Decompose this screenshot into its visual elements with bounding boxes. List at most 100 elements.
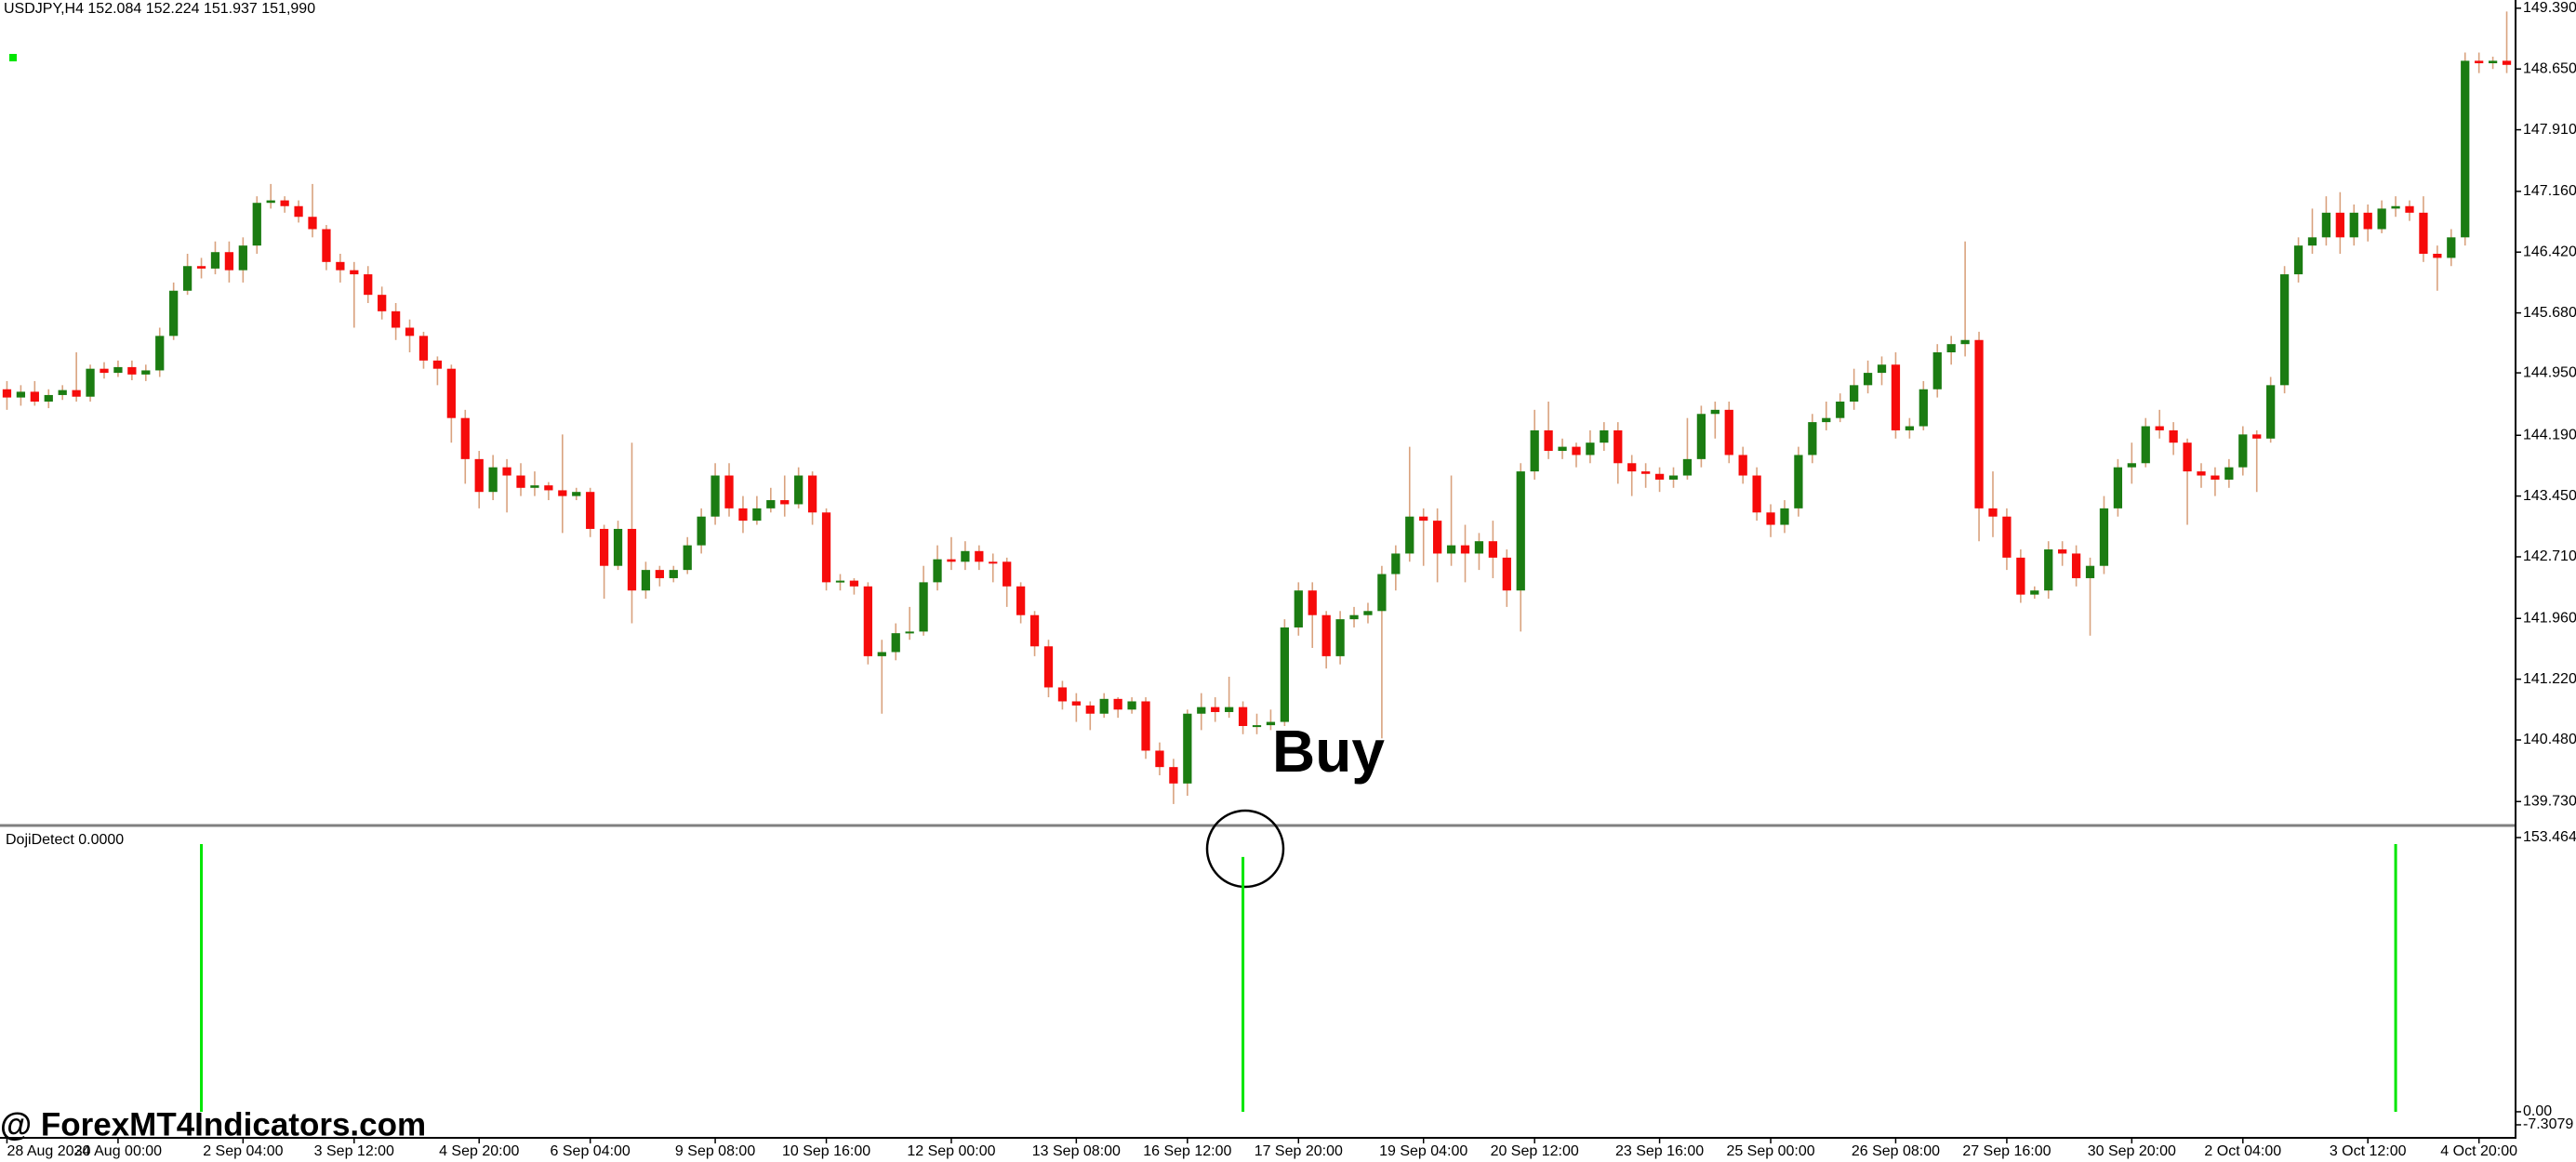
candle-body bbox=[697, 516, 706, 546]
candle-body bbox=[1850, 385, 1859, 403]
candle-body bbox=[1099, 698, 1109, 714]
candle-body bbox=[1668, 475, 1679, 480]
candle-body bbox=[336, 261, 345, 271]
candle-body bbox=[2058, 549, 2067, 554]
x-tick-label: 2 Oct 04:00 bbox=[2204, 1143, 2281, 1159]
candle-body bbox=[1141, 701, 1150, 751]
candle-body bbox=[2502, 60, 2512, 65]
candle-body bbox=[432, 360, 443, 369]
candle-body bbox=[1808, 422, 1817, 456]
candle-body bbox=[2197, 471, 2206, 476]
candle-body bbox=[1877, 364, 1887, 374]
candle-body bbox=[724, 475, 734, 508]
candle-body bbox=[1085, 705, 1095, 714]
x-tick-label: 12 Sep 00:00 bbox=[907, 1143, 995, 1159]
candle-body bbox=[460, 417, 470, 459]
x-tick-label: 10 Sep 16:00 bbox=[782, 1143, 870, 1159]
candle-body bbox=[669, 570, 678, 578]
y-tick-label: 144.950 bbox=[2523, 364, 2576, 380]
y-tick-label: 149.390 bbox=[2523, 0, 2576, 16]
x-tick-label: 13 Sep 08:00 bbox=[1032, 1143, 1121, 1159]
x-tick-label: 17 Sep 20:00 bbox=[1255, 1143, 1343, 1159]
x-tick-label: 9 Sep 08:00 bbox=[675, 1143, 755, 1159]
candle-body bbox=[155, 336, 165, 371]
candle-body bbox=[1738, 455, 1747, 476]
candle-body bbox=[1113, 698, 1122, 710]
candle-body bbox=[1391, 553, 1401, 574]
y-tick-label: 147.160 bbox=[2523, 183, 2576, 199]
candle-body bbox=[2447, 237, 2456, 258]
candle-body bbox=[2279, 274, 2290, 386]
candle-body bbox=[2238, 434, 2248, 468]
candle-body bbox=[1029, 614, 1040, 647]
candle-body bbox=[502, 467, 511, 476]
y-tick-label: 146.420 bbox=[2523, 244, 2576, 259]
candle-body bbox=[766, 500, 776, 508]
candle-body bbox=[2405, 205, 2414, 213]
x-tick-label: 16 Sep 12:00 bbox=[1143, 1143, 1231, 1159]
candle-body bbox=[2335, 212, 2344, 238]
candle-body bbox=[1613, 429, 1623, 464]
candle-body bbox=[1225, 706, 1234, 712]
candle-body bbox=[655, 570, 664, 578]
candle-body bbox=[752, 508, 762, 522]
x-tick-label: 25 Sep 00:00 bbox=[1726, 1143, 1814, 1159]
candle-body bbox=[1558, 446, 1567, 452]
candle-body bbox=[1308, 590, 1317, 615]
candle-body bbox=[196, 266, 206, 269]
candle-body bbox=[2475, 60, 2484, 64]
candle-body bbox=[1071, 701, 1081, 706]
candle-body bbox=[1572, 446, 1581, 456]
candle-body bbox=[780, 500, 790, 505]
candle-body bbox=[2, 389, 12, 398]
watermark: @ ForexMT4Indicators.com bbox=[0, 1106, 426, 1142]
candle-body bbox=[1488, 541, 1498, 558]
candle-body bbox=[627, 528, 637, 591]
candle-body bbox=[224, 252, 234, 271]
highlight-circle bbox=[1205, 809, 1285, 889]
candle-body bbox=[1544, 429, 1553, 452]
candle-body bbox=[16, 391, 26, 398]
candle-body bbox=[1238, 706, 1248, 726]
y-tick-label: 148.650 bbox=[2523, 60, 2576, 76]
y-tick-label: 141.960 bbox=[2523, 610, 2576, 626]
candle-body bbox=[1183, 713, 1192, 784]
candle-body bbox=[1919, 389, 1928, 427]
candle-body bbox=[1682, 458, 1693, 476]
candle-body bbox=[516, 475, 525, 488]
candle-body bbox=[2349, 212, 2358, 238]
candle-body bbox=[2155, 426, 2164, 430]
candle-body bbox=[2224, 467, 2234, 480]
candle-body bbox=[1419, 516, 1428, 522]
candle-body bbox=[1724, 409, 1733, 456]
candle-body bbox=[1530, 429, 1539, 472]
candle-body bbox=[1780, 508, 1789, 525]
candle-body bbox=[599, 528, 609, 566]
candle-body bbox=[572, 492, 581, 496]
x-tick-label: 28 Aug 2024 bbox=[7, 1143, 90, 1159]
candle-body bbox=[2461, 60, 2470, 238]
x-tick-label: 23 Sep 16:00 bbox=[1615, 1143, 1704, 1159]
candle-body bbox=[947, 559, 956, 562]
candle-body bbox=[2433, 253, 2442, 258]
candle-body bbox=[905, 631, 914, 634]
candle-body bbox=[1266, 721, 1276, 726]
y-tick-label: 139.730 bbox=[2523, 793, 2576, 809]
candle-body bbox=[1280, 627, 1289, 722]
x-tick-label: 3 Oct 12:00 bbox=[2330, 1143, 2407, 1159]
candle-body bbox=[446, 368, 456, 418]
candle-body bbox=[2002, 516, 2012, 558]
candle-body bbox=[308, 217, 317, 230]
candle-body bbox=[544, 485, 553, 491]
candle-body bbox=[1710, 409, 1720, 415]
candle-body bbox=[933, 559, 942, 583]
y-tick-label: 143.450 bbox=[2523, 488, 2576, 504]
candle-body bbox=[1627, 463, 1637, 472]
candle-body bbox=[1600, 429, 1609, 443]
candle-body bbox=[738, 508, 748, 522]
buy-annotation: Buy bbox=[1272, 718, 1385, 785]
candle-body bbox=[586, 492, 595, 529]
candle-body bbox=[1016, 586, 1026, 615]
